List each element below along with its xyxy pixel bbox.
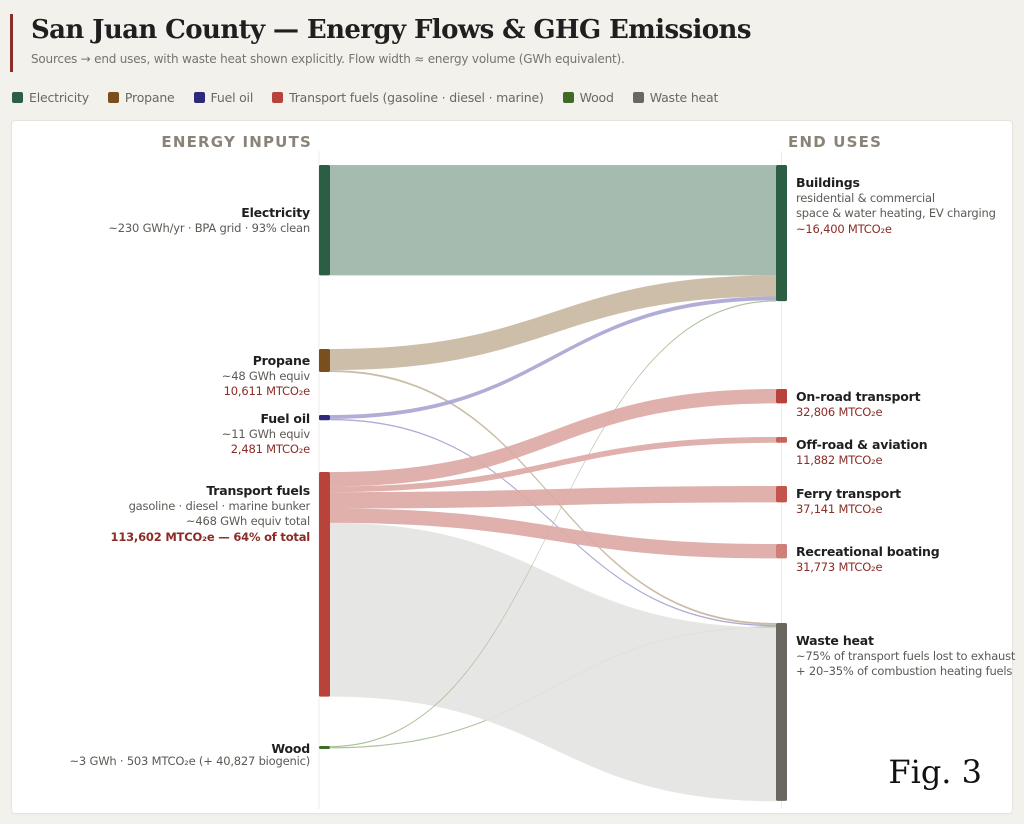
target-label-ferry: Ferry transport 37,141 MTCO₂e bbox=[796, 486, 901, 517]
node-emissions: 113,602 MTCO₂e — 64% of total bbox=[110, 529, 311, 544]
source-label-fueloil: Fuel oil ~11 GWh equiv 2,481 MTCO₂e bbox=[222, 411, 310, 458]
legend-label: Electricity bbox=[29, 90, 89, 105]
legend-label: Transport fuels (gasoline · diesel · mar… bbox=[289, 90, 544, 105]
page-subtitle: Sources → end uses, with waste heat show… bbox=[31, 52, 625, 66]
source-node-fueloil[interactable] bbox=[319, 415, 330, 421]
target-node-onroad[interactable] bbox=[776, 389, 787, 404]
flow-link-transport-to-ferry[interactable] bbox=[330, 486, 776, 509]
node-emissions: ~16,400 MTCO₂e bbox=[796, 221, 892, 236]
flow-link-transport-to-waste[interactable] bbox=[330, 522, 776, 802]
source-label-transport: Transport fuels gasoline · diesel · marin… bbox=[110, 483, 311, 545]
legend-item: Electricity bbox=[12, 90, 89, 105]
target-label-waste: Waste heat ~75% of transport fuels lost t… bbox=[796, 633, 1015, 680]
node-detail: ~75% of transport fuels lost to exhaust bbox=[796, 648, 1016, 663]
source-label-wood: Wood ~3 GWh · 503 MTCO₂e (+ 40,827 biogen… bbox=[69, 741, 310, 769]
flow-link-wood-to-buildings[interactable] bbox=[330, 300, 776, 748]
legend-swatch bbox=[193, 92, 205, 103]
column-header-inputs: ENERGY INPUTS bbox=[161, 133, 312, 151]
source-label-propane: Propane ~48 GWh equiv 10,611 MTCO₂e bbox=[222, 353, 310, 400]
legend-label: Propane bbox=[124, 90, 175, 105]
legend-item: Propane bbox=[107, 90, 175, 105]
sankey-diagram bbox=[318, 151, 787, 809]
node-emissions: 2,481 MTCO₂e bbox=[230, 442, 310, 456]
node-name: Fuel oil bbox=[260, 411, 311, 426]
flow-link-propane-to-buildings[interactable] bbox=[330, 275, 776, 371]
node-detail: ~11 GWh equiv bbox=[221, 426, 310, 441]
node-emissions: 11,882 MTCO₂e bbox=[796, 452, 883, 467]
source-node-electricity[interactable] bbox=[319, 165, 330, 276]
node-name: Propane bbox=[252, 353, 310, 368]
node-detail: space & water heating, EV charging bbox=[796, 206, 996, 220]
node-emissions: 10,611 MTCO₂e bbox=[223, 384, 311, 398]
node-emissions: 32,806 MTCO₂e bbox=[796, 404, 883, 419]
page-title: San Juan County — Energy Flows & GHG Emi… bbox=[31, 15, 751, 45]
source-node-wood[interactable] bbox=[319, 746, 330, 749]
target-node-waste[interactable] bbox=[776, 623, 787, 801]
node-name: Recreational boating bbox=[796, 544, 940, 559]
legend-swatch bbox=[632, 92, 644, 103]
flow-link-fueloil-to-waste[interactable] bbox=[330, 418, 776, 627]
node-name: Electricity bbox=[241, 205, 310, 220]
node-name: Waste heat bbox=[796, 633, 874, 648]
node-detail: ~230 GWh/yr · BPA grid · 93% clean bbox=[108, 220, 310, 235]
legend-item: Transport fuels (gasoline · diesel · mar… bbox=[272, 90, 544, 105]
sankey-card: ENERGY INPUTS END USES Fig. 3 Electricit… bbox=[12, 121, 1015, 813]
node-emissions: 31,773 MTCO₂e bbox=[796, 559, 883, 574]
header: San Juan County — Energy Flows & GHG Emi… bbox=[10, 14, 751, 72]
node-name: Transport fuels bbox=[206, 483, 310, 498]
node-name: Wood bbox=[271, 741, 310, 756]
legend-swatch bbox=[107, 92, 119, 103]
links bbox=[330, 165, 776, 802]
legend-label: Fuel oil bbox=[210, 90, 254, 105]
node-detail: residential & commercial bbox=[796, 190, 935, 205]
flow-link-electricity-to-buildings[interactable] bbox=[330, 165, 776, 276]
target-label-buildings: Buildings residential & commercial space &… bbox=[796, 175, 996, 237]
node-detail: ~48 GWh equiv bbox=[221, 368, 310, 383]
target-node-recboat[interactable] bbox=[776, 544, 787, 559]
legend-swatch bbox=[12, 92, 23, 103]
node-detail: ~3 GWh · 503 MTCO₂e (+ 40,827 biogenic) bbox=[69, 753, 310, 768]
legend-item: Wood bbox=[562, 90, 614, 105]
legend-swatch bbox=[272, 92, 284, 103]
target-node-buildings[interactable] bbox=[776, 165, 787, 302]
legend-item: Waste heat bbox=[632, 90, 719, 105]
node-name: Ferry transport bbox=[796, 486, 901, 501]
flow-link-fueloil-to-buildings[interactable] bbox=[330, 296, 776, 419]
target-node-ferry[interactable] bbox=[776, 486, 787, 503]
legend-label: Wood bbox=[579, 90, 614, 105]
flow-link-transport-to-onroad[interactable] bbox=[330, 389, 776, 487]
node-emissions: 37,141 MTCO₂e bbox=[796, 501, 883, 516]
figure-label: Fig. 3 bbox=[888, 753, 982, 791]
node-name: Buildings bbox=[796, 175, 860, 190]
node-detail: + 20–35% of combustion heating fuels bbox=[796, 664, 1013, 678]
column-header-end-uses: END USES bbox=[788, 133, 883, 151]
target-label-recboat: Recreational boating 31,773 MTCO₂e bbox=[796, 544, 940, 575]
target-node-offroad[interactable] bbox=[776, 437, 787, 443]
target-label-offroad: Off-road & aviation 11,882 MTCO₂e bbox=[796, 437, 928, 468]
legend-label: Waste heat bbox=[649, 90, 719, 105]
legend-swatch bbox=[562, 92, 574, 103]
node-detail: gasoline · diesel · marine bunker bbox=[128, 498, 311, 513]
source-label-electricity: Electricity ~230 GWh/yr · BPA grid · 93% … bbox=[108, 205, 310, 236]
node-detail: ~468 GWh equiv total bbox=[185, 514, 310, 528]
flow-link-transport-to-offroad[interactable] bbox=[330, 437, 776, 493]
target-label-onroad: On-road transport 32,806 MTCO₂e bbox=[796, 389, 921, 420]
legend-item: Fuel oil bbox=[193, 90, 254, 105]
node-name: Off-road & aviation bbox=[796, 437, 928, 452]
node-name: On-road transport bbox=[796, 389, 921, 404]
legend: Electricity Propane Fuel oil Transport fuel… bbox=[12, 90, 737, 105]
source-node-transport[interactable] bbox=[319, 472, 330, 697]
source-node-propane[interactable] bbox=[319, 349, 330, 373]
flow-link-transport-to-recboat[interactable] bbox=[330, 508, 776, 559]
